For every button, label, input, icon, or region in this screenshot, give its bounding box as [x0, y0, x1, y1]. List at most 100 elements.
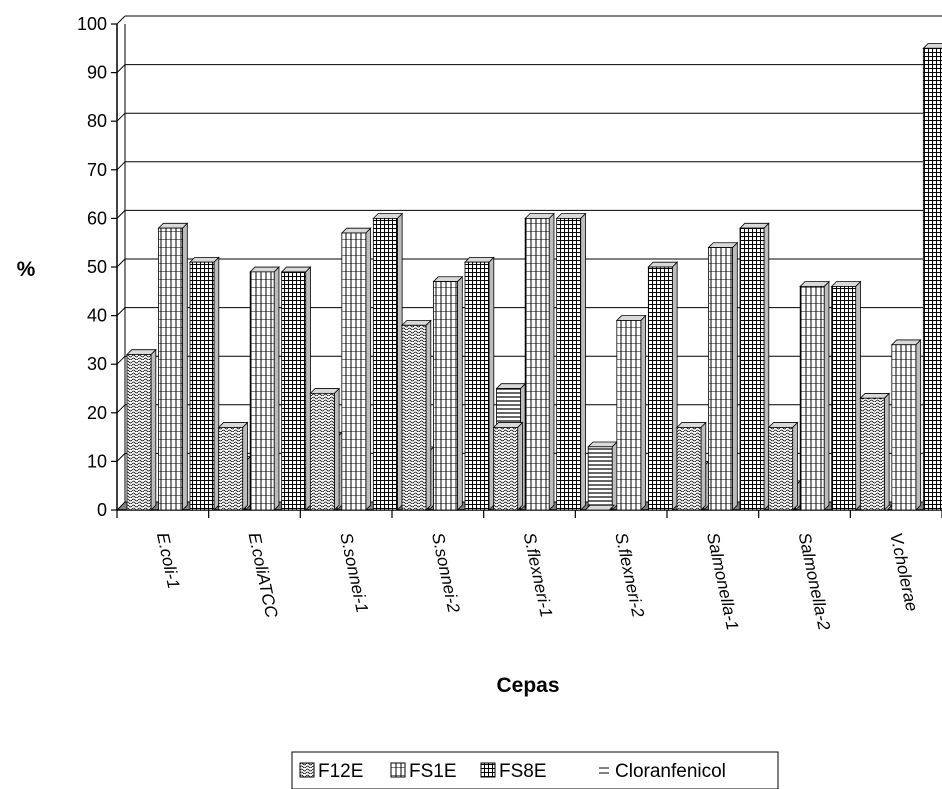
legend-swatch: [390, 762, 406, 778]
bar-front: [768, 426, 794, 511]
bar-front: [739, 227, 765, 511]
bar: [280, 266, 312, 511]
gridline-side: [116, 64, 126, 73]
bar-top: [524, 213, 555, 219]
bar: [309, 387, 341, 511]
bar: [189, 256, 220, 511]
x-tick-labels: E.coli-1 E.coliATCC S.sonnei-1 S.sonnei-2 S.…: [153, 531, 922, 633]
bar-front: [126, 354, 152, 511]
x-ticks: [116, 510, 942, 518]
bar-top: [340, 227, 372, 234]
legend-swatch: [299, 762, 315, 778]
bar-side: [182, 222, 188, 511]
y-tick-label: 100: [77, 14, 107, 34]
bar: [676, 421, 707, 511]
bar-top: [495, 383, 527, 389]
bar: [587, 441, 618, 511]
bar-top: [126, 349, 157, 355]
y-tick-label: 90: [87, 63, 107, 83]
bar-side: [548, 212, 555, 511]
bar-front: [464, 261, 490, 511]
y-tick-label: 50: [87, 257, 107, 277]
bar: [464, 256, 495, 511]
bar-front: [189, 261, 215, 511]
bar: [739, 222, 770, 511]
gridline-side: [116, 404, 126, 414]
bar: [615, 314, 647, 511]
bar-top: [432, 276, 464, 282]
bar: [647, 261, 679, 511]
bar-side: [823, 280, 830, 511]
bar-top: [890, 339, 922, 346]
bar-side: [732, 241, 738, 511]
bar: [217, 421, 249, 511]
bar-side: [150, 348, 157, 511]
y-axis-title: %: [17, 258, 36, 281]
bar-side: [915, 338, 922, 511]
bar-side: [213, 256, 220, 511]
bar: [890, 338, 922, 511]
bar-side: [763, 222, 770, 511]
x-tick-label: E.coli-1: [153, 531, 183, 590]
bar-side: [855, 280, 861, 511]
bar-top: [707, 242, 739, 248]
legend-label: FS8E: [499, 761, 547, 782]
bars: [126, 43, 942, 511]
bar-front: [249, 271, 275, 511]
bar-front: [309, 392, 335, 511]
bar-side: [517, 421, 523, 511]
y-tick-label: 70: [87, 160, 107, 180]
bar-front: [676, 426, 702, 511]
bar-side: [333, 387, 340, 511]
bar-top: [799, 281, 830, 287]
bar-side: [396, 212, 403, 511]
x-tick-label: S.sonnei-1: [336, 531, 371, 614]
bar-side: [792, 421, 798, 511]
x-tick-label: V.cholerae: [886, 531, 921, 613]
bar-top: [676, 422, 707, 428]
legend-box: [291, 751, 779, 789]
gridline-side: [116, 112, 126, 122]
legend-label: Cloranfenicol: [615, 761, 726, 782]
bar-front: [341, 232, 367, 511]
bar: [432, 275, 464, 511]
x-tick-label: S.flexneri-2: [611, 531, 648, 620]
bar: [830, 280, 862, 511]
y-tick-label: 80: [87, 111, 107, 131]
bar: [492, 421, 524, 511]
y-tick-label: 0: [97, 500, 107, 520]
bar-top: [555, 213, 587, 219]
x-tick-label: Salmonella-2: [795, 531, 834, 633]
bar-side: [305, 266, 311, 511]
y-tick-label: 40: [87, 306, 107, 326]
bar-side: [611, 441, 618, 511]
bar: [157, 222, 189, 511]
y-tick-label: 60: [87, 208, 107, 228]
bar-front: [218, 426, 244, 511]
bar: [799, 280, 830, 511]
bar: [126, 348, 157, 511]
bar: [372, 212, 404, 511]
gridline-side: [116, 15, 126, 25]
bar-top: [739, 222, 770, 229]
bar-top: [922, 43, 942, 49]
bar-top: [830, 281, 862, 287]
bar-front: [799, 286, 825, 511]
bar-front: [616, 320, 642, 511]
bar-side: [640, 314, 647, 511]
bar-front: [708, 247, 733, 511]
bar-side: [365, 227, 372, 511]
legend: F12E FS1E FS8E Cloranfenicol: [291, 751, 779, 789]
bar-side: [273, 266, 280, 511]
bar-front: [524, 217, 550, 511]
y-tick-label: 30: [87, 354, 107, 374]
bar: [584, 504, 616, 511]
bar-side: [671, 261, 678, 511]
bar-side: [488, 256, 495, 511]
bar: [922, 43, 942, 511]
bar-front: [158, 227, 183, 511]
bar-side: [883, 392, 890, 511]
bar: [249, 266, 280, 511]
bar-front: [647, 266, 673, 511]
